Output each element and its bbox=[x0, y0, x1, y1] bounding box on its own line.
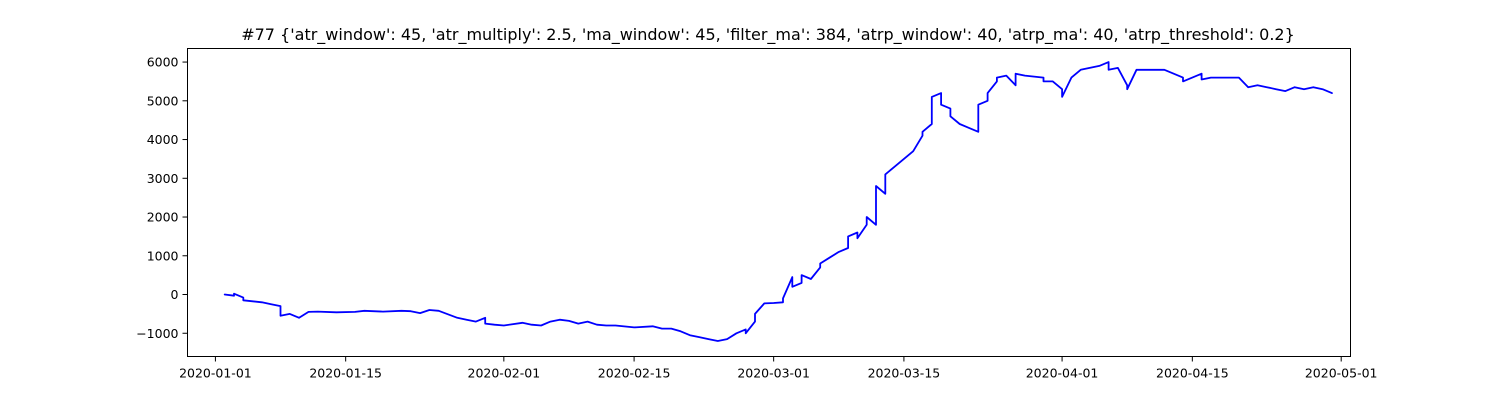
x-tick-label: 2020-02-01 bbox=[468, 366, 541, 381]
y-tick-label: −1000 bbox=[136, 326, 178, 341]
x-tick-label: 2020-01-15 bbox=[309, 366, 382, 381]
y-axis: −1000 0 1000 2000 3000 4000 5000 6000 bbox=[136, 55, 188, 341]
y-tick-label: 0 bbox=[171, 287, 179, 302]
x-tick-label: 2020-03-01 bbox=[737, 366, 810, 381]
y-tick-label: 5000 bbox=[147, 93, 179, 108]
y-tick-label: 2000 bbox=[147, 210, 179, 225]
x-axis: 2020-01-01 2020-01-15 2020-02-01 2020-02-15… bbox=[179, 356, 1378, 381]
series-layer bbox=[223, 61, 1333, 342]
y-tick-label: 1000 bbox=[147, 248, 179, 263]
x-tick-label: 2020-05-01 bbox=[1305, 366, 1378, 381]
x-tick-label: 2020-04-15 bbox=[1156, 366, 1229, 381]
series-line bbox=[223, 61, 1333, 342]
x-tick-label: 2020-04-01 bbox=[1026, 366, 1099, 381]
chart-title: #77 {'atr_window': 45, 'atr_multiply': 2… bbox=[241, 25, 1295, 45]
plot-frame bbox=[187, 48, 1351, 357]
x-tick-label: 2020-03-15 bbox=[868, 366, 941, 381]
y-tick-label: 6000 bbox=[147, 55, 179, 70]
x-tick-label: 2020-01-01 bbox=[179, 366, 252, 381]
y-tick-label: 4000 bbox=[147, 132, 179, 147]
y-tick-label: 3000 bbox=[147, 171, 179, 186]
x-tick-label: 2020-02-15 bbox=[598, 366, 671, 381]
